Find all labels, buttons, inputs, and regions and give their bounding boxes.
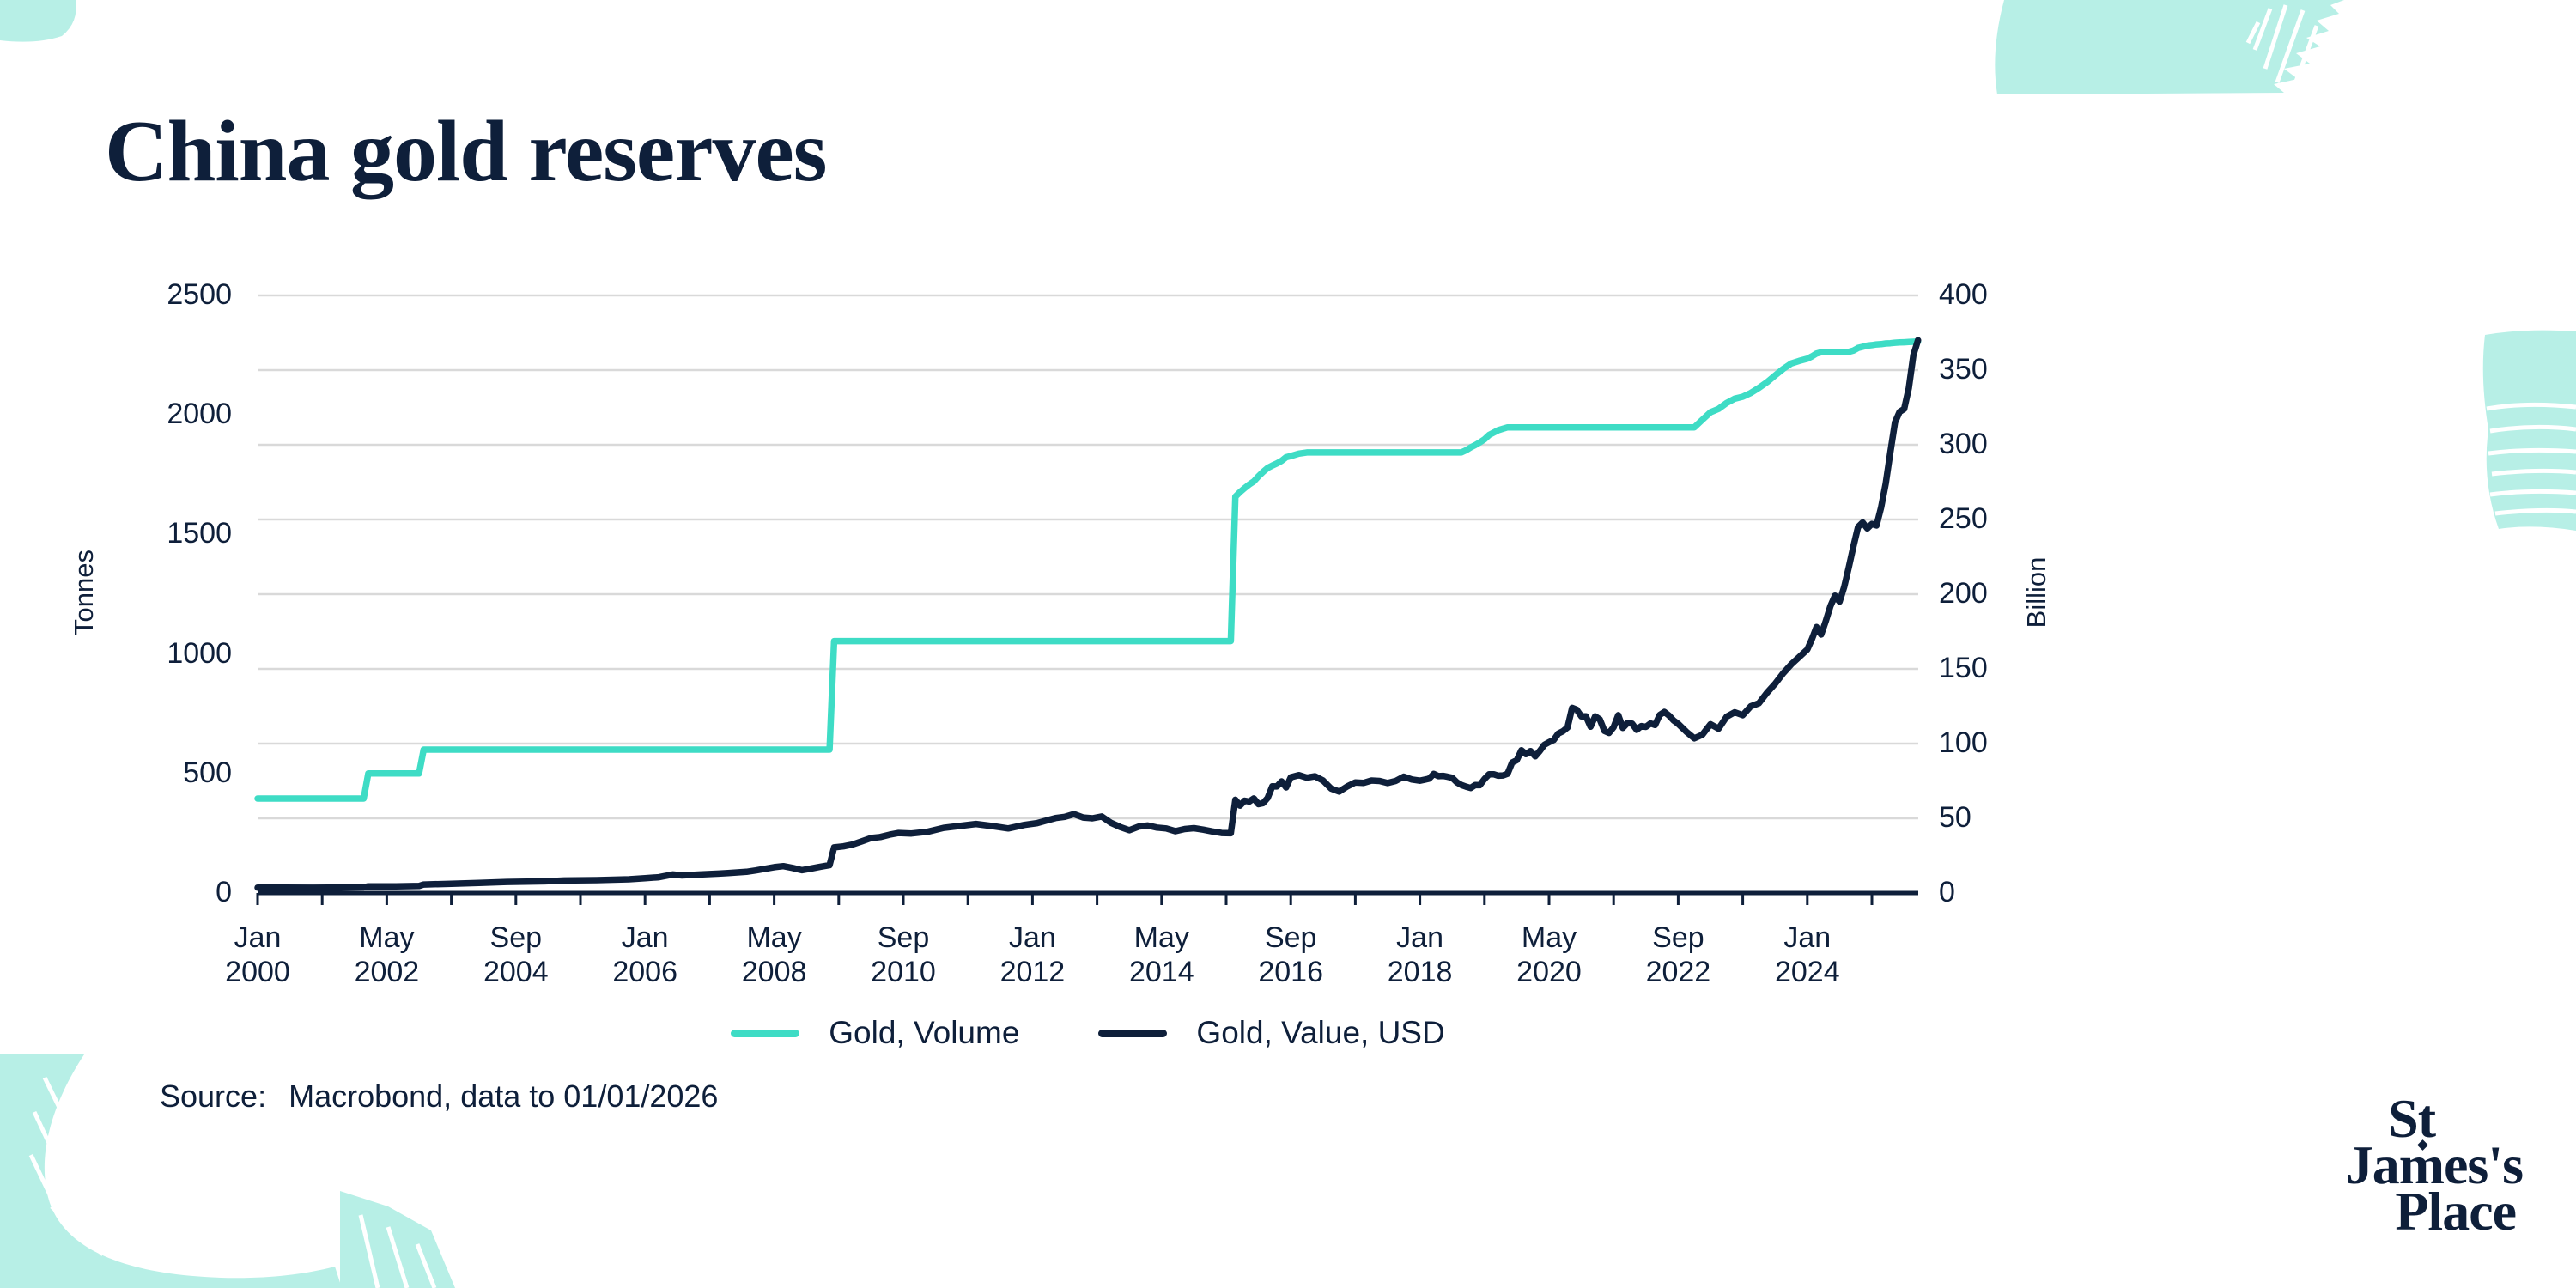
x-tick-label: May 2020 — [1516, 921, 1582, 988]
x-tick-label: Sep 2004 — [483, 921, 549, 988]
x-tick-label: Jan 2012 — [999, 921, 1066, 988]
y-right-tick-label: 350 — [1939, 353, 1988, 386]
y-right-tick-label: 400 — [1939, 278, 1988, 311]
x-tick-label: Jan 2006 — [612, 921, 677, 988]
y-right-tick-label: 300 — [1939, 428, 1988, 460]
y-right-tick-label: 200 — [1939, 577, 1988, 610]
y-right-tick-label: 0 — [1939, 876, 1955, 908]
x-tick-label: Jan 2018 — [1387, 921, 1453, 988]
sjp-logo: St James's Place — [2345, 1088, 2524, 1242]
legend-item-gold-value: Gold, Value, USD — [1098, 1015, 1445, 1051]
x-tick-label: Sep 2010 — [871, 921, 936, 988]
logo-line-st: St — [2388, 1088, 2436, 1151]
y-right-tick-label: 250 — [1939, 502, 1988, 535]
page-title: China gold reserves — [105, 103, 827, 200]
source-label: Source: — [160, 1078, 267, 1114]
y-right-tick-label: 50 — [1939, 801, 1971, 834]
source-note: Source: Macrobond, data to 01/01/2026 — [160, 1078, 718, 1115]
gold-volume-swatch-icon — [731, 1029, 800, 1037]
y-right-tick-label: 150 — [1939, 652, 1988, 684]
series-gold-volume — [254, 337, 1922, 802]
y-left-tick-label: 0 — [216, 876, 232, 908]
legend-label: Gold, Value, USD — [1196, 1015, 1445, 1050]
y-left-tick-label: 2500 — [167, 278, 232, 311]
source-text: Macrobond, data to 01/01/2026 — [289, 1078, 719, 1114]
logo-line-jamess: James's — [2345, 1134, 2524, 1195]
series-gold-value-usd — [254, 337, 1922, 891]
logo-line-place: Place — [2395, 1181, 2517, 1242]
y-left-tick-label: 1000 — [167, 636, 232, 670]
y-right-axis-title: Billion — [2021, 556, 2051, 629]
legend-item-gold-volume: Gold, Volume — [731, 1015, 1019, 1051]
x-tick-label: Sep 2022 — [1645, 921, 1711, 988]
x-tick-label: Jan 2000 — [225, 921, 290, 988]
legend-label: Gold, Volume — [829, 1015, 1020, 1050]
y-left-tick-label: 2000 — [167, 398, 232, 431]
y-left-tick-label: 1500 — [167, 517, 232, 550]
chart-legend: Gold, Volume Gold, Value, USD — [258, 1015, 1918, 1051]
y-left-tick-label: 500 — [183, 756, 232, 789]
x-tick-label: Sep 2016 — [1258, 921, 1323, 988]
x-tick-label: May 2008 — [741, 921, 807, 988]
gold-value-swatch-icon — [1098, 1029, 1168, 1037]
y-left-axis-title: Tonnes — [69, 550, 99, 635]
y-right-tick-label: 100 — [1939, 726, 1988, 759]
x-tick-label: May 2014 — [1128, 921, 1194, 988]
x-tick-label: Jan 2024 — [1774, 921, 1840, 988]
x-tick-label: May 2002 — [354, 921, 420, 988]
